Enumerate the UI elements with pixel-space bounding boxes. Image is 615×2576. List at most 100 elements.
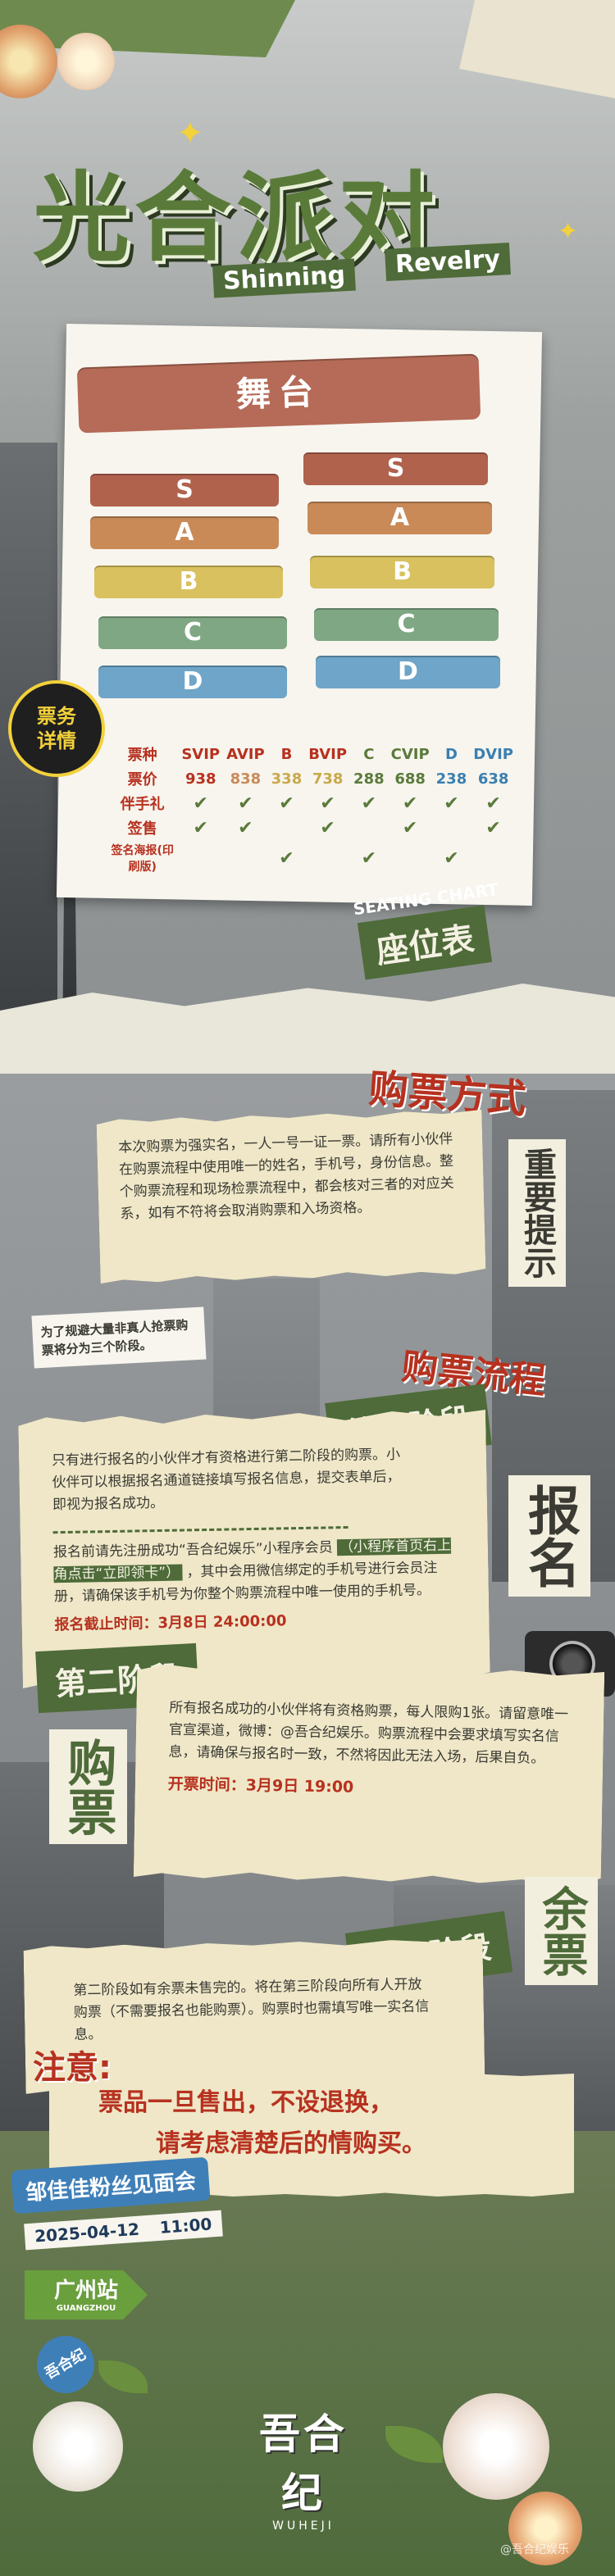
ticket-badge: 票务 详情 bbox=[8, 680, 105, 777]
ticket-header-cell: C bbox=[363, 745, 375, 763]
stage1-card: 只有进行报名的小伙伴才有资格进行第二阶段的购票。小伙伴可以根据报名通道链接填写报… bbox=[18, 1410, 490, 1688]
ticket-row-signing: 签售 ✔ ✔ ✔ ✔ ✔ bbox=[107, 816, 517, 840]
flower-icon bbox=[33, 2401, 123, 2492]
brand-logo: 吾合纪 WUHEJI bbox=[238, 2401, 369, 2533]
ticket-header-cell: SVIP bbox=[181, 745, 221, 763]
stage-block: 舞台 bbox=[76, 353, 481, 434]
event-time: 11:00 bbox=[158, 2214, 213, 2238]
check-icon: ✔ bbox=[444, 847, 459, 869]
notice-title: 注意: bbox=[33, 2049, 112, 2087]
stage1-text1: 只有进行报名的小伙伴才有资格进行第二阶段的购票。小伙伴可以根据报名通道链接填写报… bbox=[51, 1446, 401, 1514]
brand-logo-en: WUHEJI bbox=[272, 2519, 335, 2533]
stage1-deadline: 报名截止时间：3月8日 24:00:00 bbox=[54, 1612, 287, 1634]
check-icon: ✔ bbox=[320, 817, 335, 838]
event-date: 2025-04-12 bbox=[34, 2219, 140, 2247]
check-icon: ✔ bbox=[238, 793, 253, 814]
seat-block-left-s[interactable]: S bbox=[90, 474, 279, 507]
check-icon bbox=[470, 840, 517, 876]
ticket-header-cell: CVIP bbox=[390, 745, 430, 763]
seat-block-right-c[interactable]: C bbox=[314, 608, 499, 641]
stage2-side: 购票 bbox=[49, 1729, 127, 1844]
check-icon: ✔ bbox=[279, 847, 294, 869]
check-icon: ✔ bbox=[402, 793, 418, 814]
ticket-price-cell: 238 bbox=[435, 770, 467, 788]
stage1-text2a: 报名前请先注册成功“吾合纪娱乐”小程序会员 bbox=[52, 1539, 333, 1561]
seat-block-left-a[interactable]: A bbox=[90, 516, 279, 549]
check-icon: ✔ bbox=[320, 793, 335, 814]
ticket-header-cell: B bbox=[280, 745, 293, 763]
check-icon: ✔ bbox=[279, 793, 294, 814]
seat-block-left-d[interactable]: D bbox=[98, 666, 287, 698]
check-icon: ✔ bbox=[485, 817, 501, 838]
ticket-price-cell: 688 bbox=[394, 770, 426, 788]
ticket-price-cell: 938 bbox=[184, 770, 216, 788]
stage3-side: 余票 bbox=[525, 1877, 598, 1985]
ticket-row-label: 伴手礼 bbox=[120, 796, 165, 813]
title-sub-revelry: Revelry bbox=[385, 243, 511, 281]
seat-block-right-s[interactable]: S bbox=[303, 452, 488, 485]
flower-icon bbox=[57, 33, 115, 90]
stage1-side: 报名 bbox=[508, 1475, 590, 1597]
seat-block-left-b[interactable]: B bbox=[94, 566, 283, 598]
event-station-cn: 广州站 bbox=[53, 2278, 118, 2303]
ticket-header-cell: D bbox=[444, 745, 458, 763]
check-icon: ✔ bbox=[402, 817, 418, 838]
flower-icon bbox=[0, 25, 57, 98]
check-icon bbox=[388, 840, 433, 876]
stage2-text: 所有报名成功的小伙伴将有资格购票，每人限购1张。请留意唯一官宣渠道，微博：@吾合… bbox=[168, 1699, 569, 1767]
notice-line1: 票品一旦售出，不设退换， bbox=[98, 2088, 394, 2117]
ticket-header-cell: AVIP bbox=[226, 745, 265, 763]
ticket-price-cell: 738 bbox=[312, 770, 344, 788]
check-icon bbox=[268, 816, 306, 840]
notice-line2: 请考虑清楚后的情购买。 bbox=[156, 2129, 426, 2158]
stage2-open-time: 开票时间：3月9日 19:00 bbox=[167, 1774, 354, 1797]
flower-icon bbox=[443, 2393, 549, 2500]
check-icon bbox=[178, 840, 223, 876]
ticket-price-cell: 288 bbox=[353, 770, 385, 788]
check-icon bbox=[433, 816, 471, 840]
ticket-header-cell: BVIP bbox=[308, 745, 348, 763]
ticket-row-gift: 伴手礼 ✔ ✔ ✔ ✔ ✔ ✔ ✔ ✔ bbox=[107, 791, 517, 816]
seat-block-right-a[interactable]: A bbox=[308, 502, 492, 534]
purchase-intro-text: 本次购票为强实名，一人一号一证一票。请所有小伙伴在购票流程中使用唯一的姓名，手机… bbox=[118, 1130, 454, 1223]
check-icon bbox=[350, 816, 388, 840]
event-station: 广州站 GUANGZHOU bbox=[25, 2270, 148, 2319]
stage2-card: 所有报名成功的小伙伴将有资格购票，每人限购1张。请留意唯一官宣渠道，微博：@吾合… bbox=[134, 1664, 604, 1885]
ticket-row-label: 签名海报(印刷版) bbox=[111, 844, 174, 874]
stage3-text: 第二阶段如有余票未售完的。将在第三阶段向所有人开放购票（不需要报名也能购票）。购… bbox=[73, 1976, 430, 2043]
ticket-row-poster: 签名海报(印刷版) ✔ ✔ ✔ bbox=[107, 840, 517, 876]
ticket-badge-line2: 详情 bbox=[37, 729, 76, 752]
ticket-table-wrap: 票种 SVIP AVIP B BVIP C CVIP D DVIP 票价 938… bbox=[107, 742, 517, 876]
seat-block-left-c[interactable]: C bbox=[98, 616, 287, 649]
seat-block-right-b[interactable]: B bbox=[310, 556, 494, 588]
check-icon: ✔ bbox=[444, 793, 459, 814]
event-station-en: GUANGZHOU bbox=[56, 2304, 116, 2313]
check-icon: ✔ bbox=[193, 817, 208, 838]
ticket-price-cell: 338 bbox=[271, 770, 303, 788]
check-icon bbox=[305, 840, 350, 876]
dashed-divider bbox=[53, 1526, 348, 1533]
check-icon: ✔ bbox=[361, 847, 377, 869]
ticket-price-row: 票价 938 838 338 738 288 688 238 638 bbox=[107, 766, 517, 791]
check-icon: ✔ bbox=[193, 793, 208, 814]
ticket-header-row: 票种 SVIP AVIP B BVIP C CVIP D DVIP bbox=[107, 742, 517, 766]
check-icon bbox=[223, 840, 268, 876]
ticket-price-cell: 638 bbox=[477, 770, 509, 788]
sparkle-icon: ✦ bbox=[176, 115, 204, 152]
torn-strip bbox=[0, 984, 615, 1074]
stage1-text2: 报名前请先注册成功“吾合纪娱乐”小程序会员 （小程序首页右上角点击“立即领卡”）… bbox=[53, 1535, 456, 1609]
check-icon: ✔ bbox=[361, 793, 377, 814]
check-icon: ✔ bbox=[238, 817, 253, 838]
seat-block-right-d[interactable]: D bbox=[316, 656, 500, 688]
brand-logo-cn: 吾合纪 bbox=[259, 2410, 348, 2517]
ticket-price-cell: 838 bbox=[230, 770, 262, 788]
ticket-row-label: 签售 bbox=[127, 820, 157, 838]
flower-icon bbox=[508, 2492, 582, 2565]
brand-stamp-text: 吾合纪 bbox=[42, 2345, 89, 2383]
purchase-intro-card: 本次购票为强实名，一人一号一证一票。请所有小伙伴在购票流程中使用唯一的姓名，手机… bbox=[96, 1110, 485, 1283]
ticket-table: 票种 SVIP AVIP B BVIP C CVIP D DVIP 票价 938… bbox=[107, 742, 517, 876]
sparkle-icon: ✦ bbox=[558, 217, 579, 246]
check-icon: ✔ bbox=[485, 793, 501, 814]
ticket-badge-line1: 票务 bbox=[37, 705, 76, 728]
page-title: 光合派对 bbox=[33, 161, 440, 275]
